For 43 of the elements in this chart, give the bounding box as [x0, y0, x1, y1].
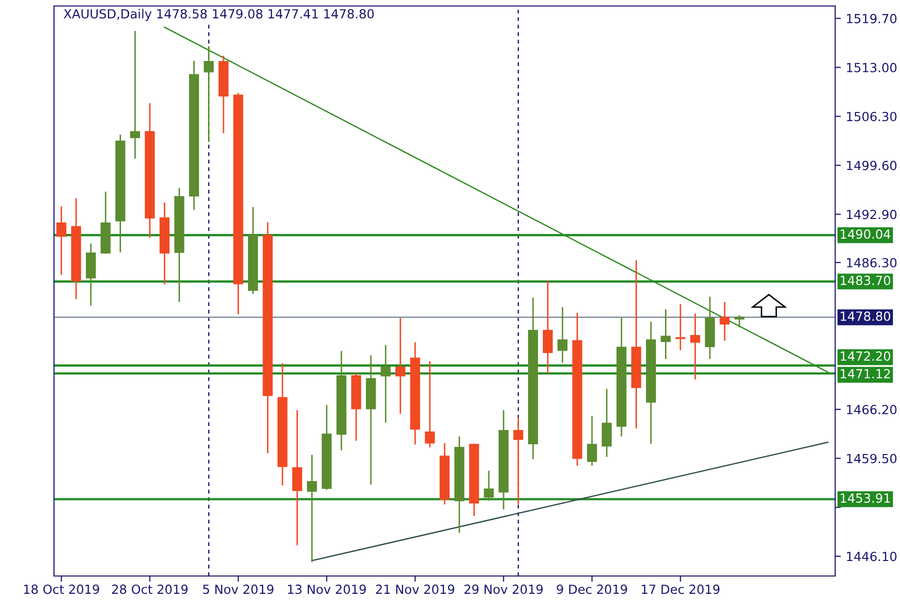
ref-line-label: 1490.04 — [840, 229, 890, 239]
x-tick-label: 9 Dec 2019 — [556, 584, 628, 594]
y-tick-label: 1519.70 — [846, 14, 896, 24]
candlestick — [424, 360, 435, 448]
y-tick-label: 1486.30 — [846, 258, 896, 268]
candlestick — [130, 30, 140, 160]
ref-line-label: 1472.20 — [840, 351, 890, 361]
x-tick-label: 28 Oct 2019 — [112, 584, 188, 594]
x-tick-label: 17 Dec 2019 — [642, 584, 720, 594]
candlestick — [292, 409, 302, 546]
candlestick — [395, 317, 406, 414]
y-tick-label: 1492.90 — [846, 210, 896, 220]
candlestick — [306, 454, 317, 563]
y-tick-label: 1513.00 — [846, 62, 896, 72]
candlestick — [675, 303, 686, 351]
x-tick-label: 21 Nov 2019 — [376, 584, 454, 594]
x-tick-label: 29 Nov 2019 — [464, 584, 543, 594]
ref-line-label: 1478.80 — [840, 311, 890, 321]
ref-line-label: 1453.91 — [840, 493, 890, 503]
y-tick-label: 1446.10 — [846, 552, 896, 562]
candlestick — [558, 306, 568, 364]
y-tick-label: 1499.60 — [846, 160, 896, 170]
candlestick — [602, 388, 612, 458]
candlestick — [380, 344, 391, 424]
candlestick — [56, 206, 66, 276]
candlestick — [690, 312, 700, 380]
y-tick-label: 1506.30 — [846, 112, 896, 122]
y-tick-label: 1466.20 — [846, 404, 896, 414]
candlestick — [484, 470, 494, 502]
chart-title: XAUUSD,Daily 1478.58 1479.08 1477.41 1478.80 — [64, 8, 374, 21]
x-tick-label: 13 Nov 2019 — [288, 584, 366, 594]
candlestick — [542, 280, 553, 374]
ref-line-label: 1471.12 — [840, 368, 890, 378]
candlestick — [660, 308, 671, 360]
ref-line-label: 1483.70 — [840, 276, 890, 286]
candlestick — [513, 416, 524, 506]
x-tick-label: 5 Nov 2019 — [203, 584, 274, 594]
candlestick — [204, 45, 214, 143]
x-tick-label: 18 Oct 2019 — [24, 584, 100, 594]
y-tick-label: 1459.50 — [846, 454, 896, 464]
candlestick — [587, 415, 597, 466]
candlestick — [734, 314, 744, 328]
candlestick — [720, 301, 730, 342]
